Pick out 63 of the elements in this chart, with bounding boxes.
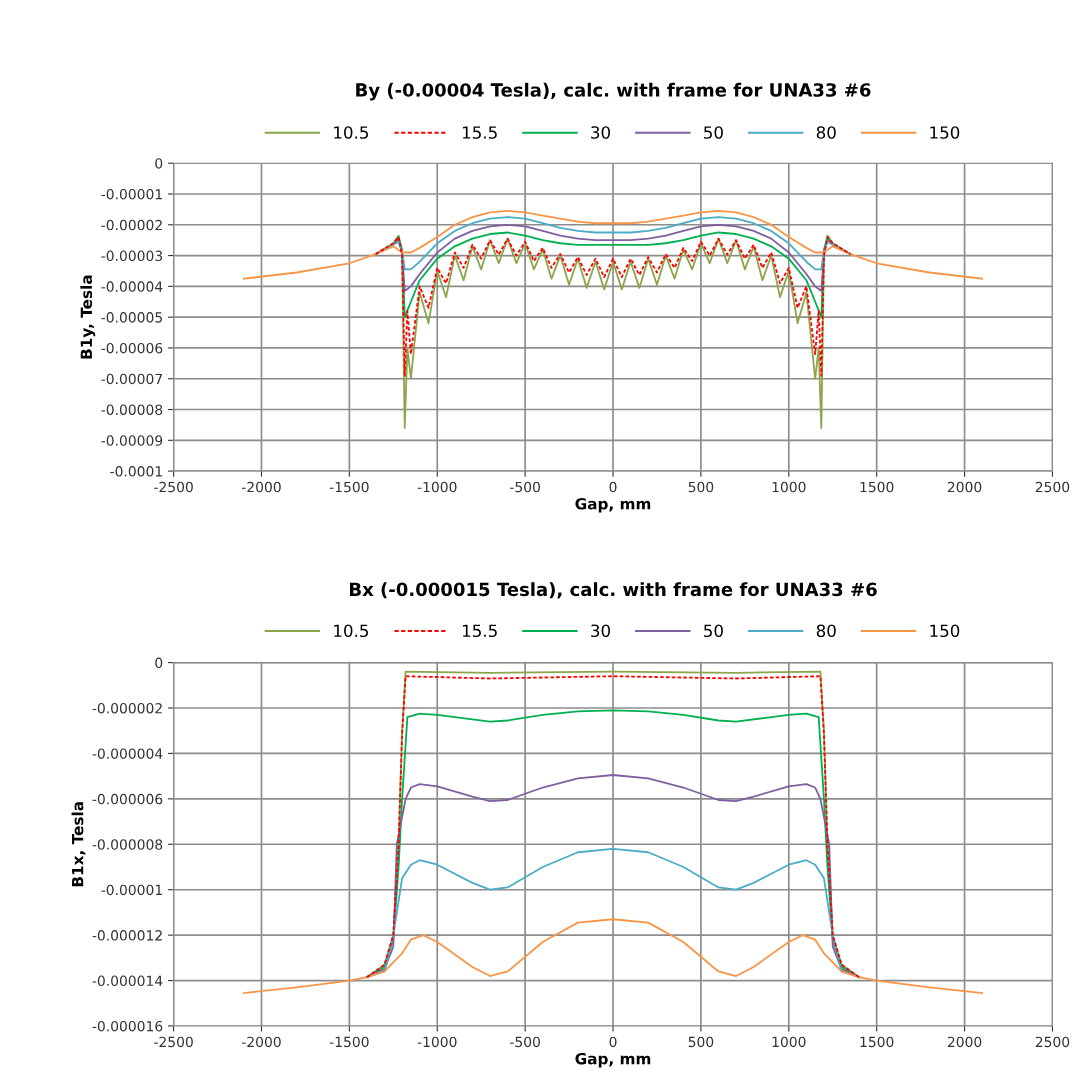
x-tick-label: -2000 bbox=[241, 1036, 281, 1048]
y-tick-label: -0.000002 bbox=[92, 702, 162, 714]
y-tick-label: 0 bbox=[155, 158, 163, 169]
y-tick-label: -0.00001 bbox=[101, 884, 162, 896]
x-tick-label: 0 bbox=[609, 481, 617, 493]
y-tick-label: -0.00007 bbox=[101, 373, 162, 385]
x-tick-label: -1000 bbox=[417, 1036, 457, 1048]
legend-label: 30 bbox=[591, 126, 611, 139]
line-series bbox=[243, 918, 984, 994]
x-tick-label: -500 bbox=[510, 1036, 540, 1048]
x-axis-title: Gap, mm bbox=[575, 1052, 651, 1068]
x-tick-label: 1500 bbox=[860, 1036, 894, 1048]
line-series bbox=[374, 236, 852, 377]
x-tick-label: 2000 bbox=[947, 481, 982, 493]
x-tick-label: 1500 bbox=[860, 481, 894, 493]
y-tick-label: -0.00004 bbox=[101, 281, 163, 292]
x-tick-label: -1500 bbox=[329, 481, 369, 493]
y-tick-label: -0.0001 bbox=[110, 466, 162, 477]
y-axis-title: B1y, Tesla bbox=[80, 275, 96, 359]
y-tick-label: -0.00008 bbox=[101, 404, 163, 415]
legend-label: 150 bbox=[930, 624, 960, 638]
y-tick-label: -0.00001 bbox=[101, 188, 162, 200]
x-tick-label: -1000 bbox=[417, 481, 457, 493]
legend-label: 10.5 bbox=[334, 624, 369, 638]
legend-label: 15.5 bbox=[462, 624, 497, 638]
x-tick-label: 500 bbox=[688, 481, 714, 493]
x-tick-label: 0 bbox=[609, 1036, 617, 1048]
x-tick-label: 2500 bbox=[1035, 481, 1070, 493]
legend-label: 10.5 bbox=[334, 126, 369, 139]
y-tick-label: -0.00002 bbox=[101, 219, 162, 231]
chart-title: Bx (-0.000015 Tesla), calc. with frame for UNA33 #6 bbox=[350, 582, 877, 599]
y-tick-label: -0.000008 bbox=[92, 839, 163, 850]
y-tick-label: -0.00005 bbox=[101, 312, 162, 323]
legend-label: 15.5 bbox=[462, 126, 497, 139]
y-tick-label: -0.000004 bbox=[92, 748, 163, 759]
legend-label: 80 bbox=[816, 624, 836, 638]
y-tick-label: -0.00003 bbox=[101, 250, 163, 262]
line-series bbox=[243, 210, 984, 280]
x-tick-label: 1000 bbox=[772, 481, 806, 493]
y-tick-label: -0.000016 bbox=[92, 1020, 163, 1032]
y-tick-label: 0 bbox=[155, 657, 163, 669]
x-tick-label: 2000 bbox=[947, 1036, 982, 1048]
x-tick-label: 1000 bbox=[772, 1036, 806, 1048]
x-tick-label: -2000 bbox=[241, 481, 281, 493]
x-tick-label: -500 bbox=[510, 481, 540, 493]
y-tick-label: -0.00009 bbox=[101, 435, 163, 446]
legend-label: 50 bbox=[704, 624, 723, 638]
legend-label: 50 bbox=[704, 126, 723, 139]
y-tick-label: -0.000014 bbox=[92, 975, 163, 987]
chart-title: By (-0.00004 Tesla), calc. with frame for UNA33 #6 bbox=[356, 82, 871, 101]
y-axis-title: B1x, Tesla bbox=[71, 802, 86, 887]
legend-label: 80 bbox=[816, 126, 836, 139]
y-tick-label: -0.000012 bbox=[92, 930, 162, 941]
x-tick-label: -1500 bbox=[329, 1036, 369, 1048]
x-tick-label: 2500 bbox=[1035, 1036, 1070, 1048]
x-tick-label: 500 bbox=[688, 1036, 714, 1048]
x-axis-title: Gap, mm bbox=[575, 498, 651, 513]
legend-label: 30 bbox=[591, 624, 611, 638]
y-tick-label: -0.00006 bbox=[101, 342, 163, 354]
x-tick-label: -2500 bbox=[154, 1036, 193, 1048]
legend-label: 150 bbox=[930, 126, 960, 139]
y-tick-label: -0.000006 bbox=[92, 793, 163, 805]
x-tick-label: -2500 bbox=[154, 481, 193, 493]
